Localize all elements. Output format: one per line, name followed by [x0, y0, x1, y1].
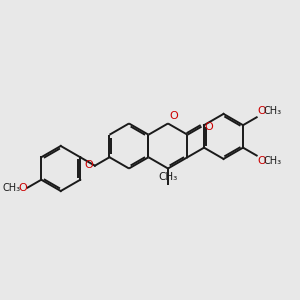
- Text: O: O: [204, 122, 213, 132]
- Text: CH₃: CH₃: [2, 183, 20, 193]
- Text: CH₃: CH₃: [158, 172, 178, 182]
- Text: CH₃: CH₃: [264, 106, 282, 116]
- Text: O: O: [257, 156, 266, 167]
- Text: CH₃: CH₃: [264, 156, 282, 167]
- Text: O: O: [169, 112, 178, 122]
- Text: O: O: [257, 106, 266, 116]
- Text: O: O: [85, 160, 93, 170]
- Text: O: O: [18, 183, 27, 193]
